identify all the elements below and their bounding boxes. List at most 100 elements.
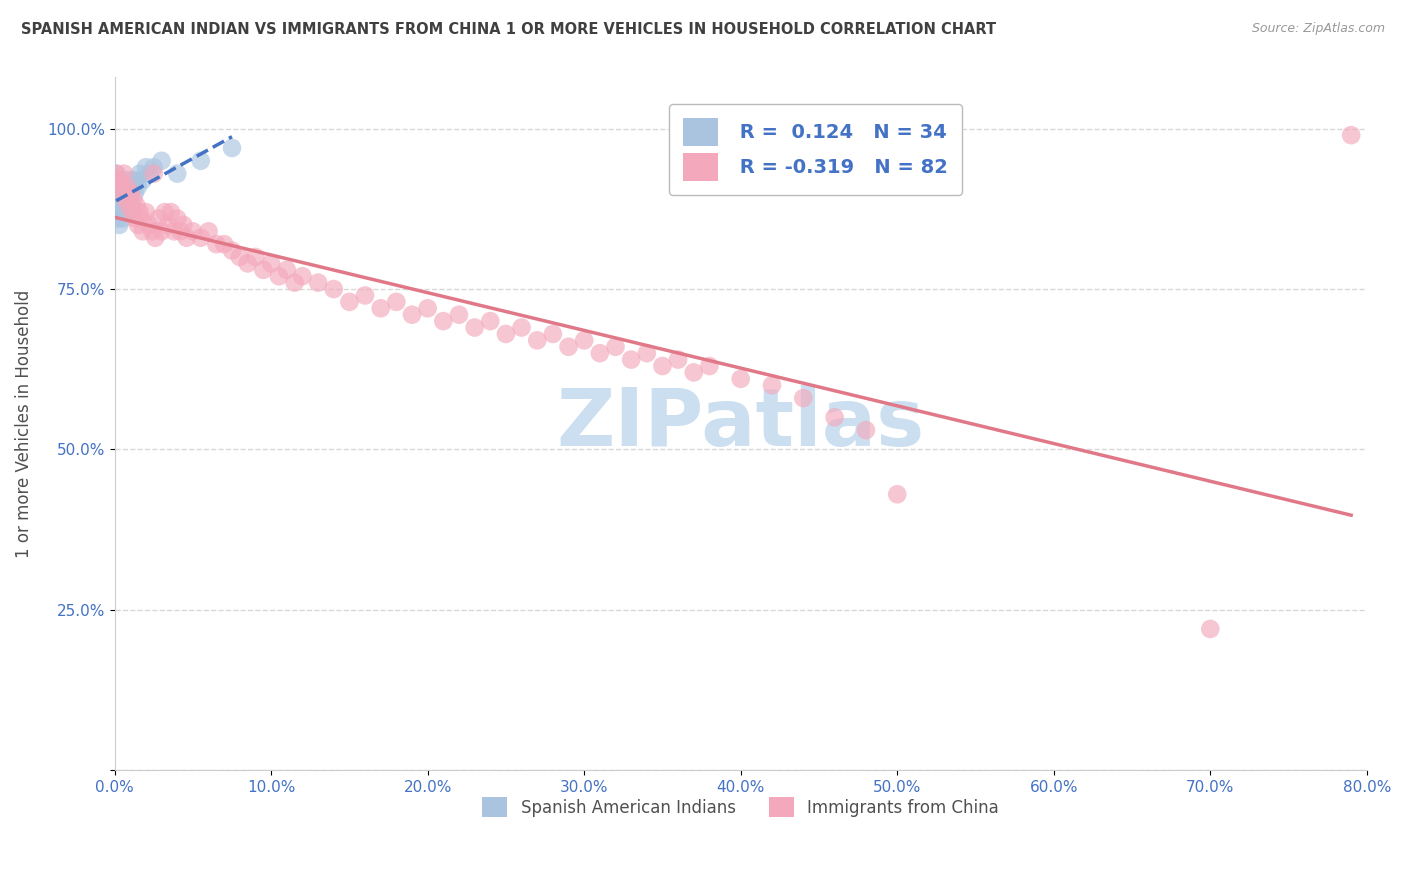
- Point: [150, 153, 173, 168]
- Point: [557, 340, 579, 354]
- Point: [122, 192, 145, 206]
- Point: [115, 179, 138, 194]
- Point: [124, 211, 146, 226]
- Point: [572, 334, 595, 348]
- Point: [176, 231, 198, 245]
- Point: [401, 308, 423, 322]
- Point: [370, 301, 392, 316]
- Text: SPANISH AMERICAN INDIAN VS IMMIGRANTS FROM CHINA 1 OR MORE VEHICLES IN HOUSEHOLD: SPANISH AMERICAN INDIAN VS IMMIGRANTS FR…: [21, 22, 997, 37]
- Point: [730, 372, 752, 386]
- Point: [111, 211, 134, 226]
- Point: [447, 308, 470, 322]
- Point: [125, 199, 148, 213]
- Point: [124, 186, 146, 200]
- Point: [112, 205, 135, 219]
- Point: [138, 167, 160, 181]
- Y-axis label: 1 or more Vehicles in Household: 1 or more Vehicles in Household: [15, 290, 32, 558]
- Point: [118, 199, 141, 213]
- Point: [108, 173, 131, 187]
- Point: [114, 192, 136, 206]
- Point: [1199, 622, 1222, 636]
- Point: [212, 237, 235, 252]
- Point: [114, 173, 136, 187]
- Point: [385, 294, 408, 309]
- Point: [479, 314, 502, 328]
- Point: [111, 179, 134, 194]
- Point: [105, 205, 128, 219]
- Point: [112, 167, 135, 181]
- Point: [156, 218, 179, 232]
- Point: [229, 250, 252, 264]
- Point: [824, 410, 846, 425]
- Point: [108, 218, 131, 232]
- Point: [153, 205, 176, 219]
- Point: [432, 314, 454, 328]
- Point: [135, 205, 157, 219]
- Point: [1340, 128, 1362, 143]
- Point: [682, 366, 704, 380]
- Point: [127, 179, 149, 194]
- Point: [105, 167, 128, 181]
- Point: [120, 186, 142, 200]
- Point: [666, 352, 689, 367]
- Point: [855, 423, 877, 437]
- Point: [141, 224, 163, 238]
- Point: [252, 262, 274, 277]
- Point: [245, 250, 267, 264]
- Point: [110, 186, 132, 200]
- Point: [127, 218, 149, 232]
- Point: [110, 192, 132, 206]
- Point: [118, 192, 141, 206]
- Legend: Spanish American Indians, Immigrants from China: Spanish American Indians, Immigrants fro…: [475, 790, 1005, 824]
- Point: [121, 199, 143, 213]
- Point: [143, 231, 166, 245]
- Point: [114, 199, 136, 213]
- Point: [128, 167, 150, 181]
- Point: [197, 224, 219, 238]
- Point: [589, 346, 612, 360]
- Point: [142, 160, 165, 174]
- Point: [166, 167, 188, 181]
- Point: [112, 186, 135, 200]
- Point: [761, 378, 783, 392]
- Point: [160, 205, 183, 219]
- Point: [129, 211, 152, 226]
- Point: [339, 294, 361, 309]
- Point: [108, 179, 131, 194]
- Point: [111, 179, 134, 194]
- Point: [267, 269, 290, 284]
- Point: [122, 179, 145, 194]
- Point: [291, 269, 314, 284]
- Point: [107, 186, 129, 200]
- Point: [284, 276, 307, 290]
- Point: [169, 224, 191, 238]
- Point: [107, 211, 129, 226]
- Point: [108, 199, 131, 213]
- Point: [148, 211, 170, 226]
- Point: [107, 173, 129, 187]
- Point: [620, 352, 643, 367]
- Point: [651, 359, 673, 373]
- Point: [322, 282, 344, 296]
- Point: [526, 334, 548, 348]
- Point: [495, 326, 517, 341]
- Point: [605, 340, 627, 354]
- Point: [276, 262, 298, 277]
- Point: [132, 224, 155, 238]
- Point: [166, 211, 188, 226]
- Point: [115, 205, 138, 219]
- Point: [110, 205, 132, 219]
- Point: [150, 224, 173, 238]
- Point: [138, 218, 160, 232]
- Point: [132, 173, 155, 187]
- Point: [464, 320, 486, 334]
- Point: [236, 256, 259, 270]
- Point: [699, 359, 721, 373]
- Point: [190, 153, 212, 168]
- Point: [221, 141, 243, 155]
- Point: [541, 326, 564, 341]
- Point: [105, 167, 128, 181]
- Point: [205, 237, 228, 252]
- Point: [792, 391, 814, 405]
- Point: [416, 301, 439, 316]
